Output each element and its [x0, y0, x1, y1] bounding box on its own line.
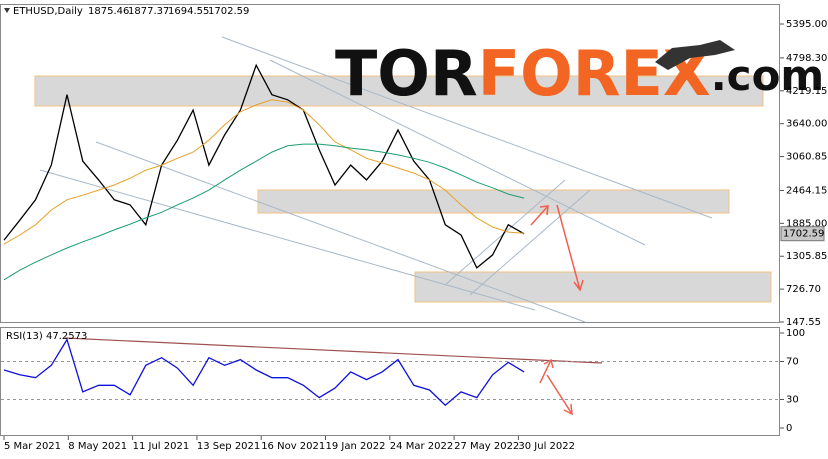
ohlc-value: 1702.59 [208, 6, 249, 17]
watermark-part: .com [711, 51, 824, 100]
rsi-trendline [64, 337, 603, 364]
y-tick-label: 3640.00 [786, 119, 827, 130]
series-line [3, 99, 525, 245]
series-line [3, 338, 525, 407]
bull-icon [655, 40, 735, 70]
x-tick-label: 24 Mar 2022 [390, 441, 453, 452]
y-tick-label: 1885.00 [786, 218, 827, 229]
y-tick-label: 3060.85 [786, 152, 827, 163]
y-tick-label: 147.55 [786, 317, 821, 328]
x-tick-label: 30 Jul 2022 [518, 441, 575, 452]
series-line [3, 143, 525, 281]
x-tick-label: 27 May 2022 [454, 441, 519, 452]
y-tick-label: 30 [786, 395, 799, 406]
resistance-zone [257, 189, 730, 214]
y-tick-label: 2464.15 [786, 185, 827, 196]
rsi-panel [0, 327, 780, 436]
x-tick-label: 5 Mar 2021 [4, 441, 61, 452]
y-tick-label: 0 [786, 423, 792, 434]
y-tick-label: 100 [786, 328, 805, 339]
x-tick-label: 16 Nov 2021 [261, 441, 325, 452]
price-label-box [780, 226, 825, 242]
chart-title: ETHUSD,Daily [13, 6, 83, 17]
y-tick-label: 726.70 [786, 284, 821, 295]
series-line [3, 63, 525, 269]
x-tick-label: 11 Jul 2021 [133, 441, 190, 452]
watermark-part: TOR [335, 37, 478, 110]
ohlc-value: 1877.37 [128, 6, 169, 17]
y-tick-label: 1305.85 [786, 251, 827, 262]
rsi-title: RSI(13) 47.2573 [6, 331, 87, 342]
x-tick-label: 8 May 2021 [68, 441, 127, 452]
channel-lines [39, 36, 713, 323]
watermark: TORFOREX.com [335, 37, 824, 110]
ohlc-value: 1694.55 [168, 6, 209, 17]
last-price: 1702.59 [783, 229, 824, 240]
y-tick-label: 4798.30 [786, 53, 827, 64]
forecast-arrows [530, 204, 584, 416]
x-tick-label: 13 Sep 2021 [197, 441, 260, 452]
support-zone [414, 271, 772, 303]
price-panel [0, 4, 780, 323]
resistance-zone [34, 75, 764, 107]
x-tick-label: 19 Jan 2022 [326, 441, 386, 452]
y-tick-label: 5395.00 [786, 19, 827, 30]
y-tick-label: 70 [786, 356, 799, 367]
y-tick-label: 4219.15 [786, 86, 827, 97]
ohlc-value: 1875.46 [88, 6, 129, 17]
symbol-icon [4, 8, 10, 13]
